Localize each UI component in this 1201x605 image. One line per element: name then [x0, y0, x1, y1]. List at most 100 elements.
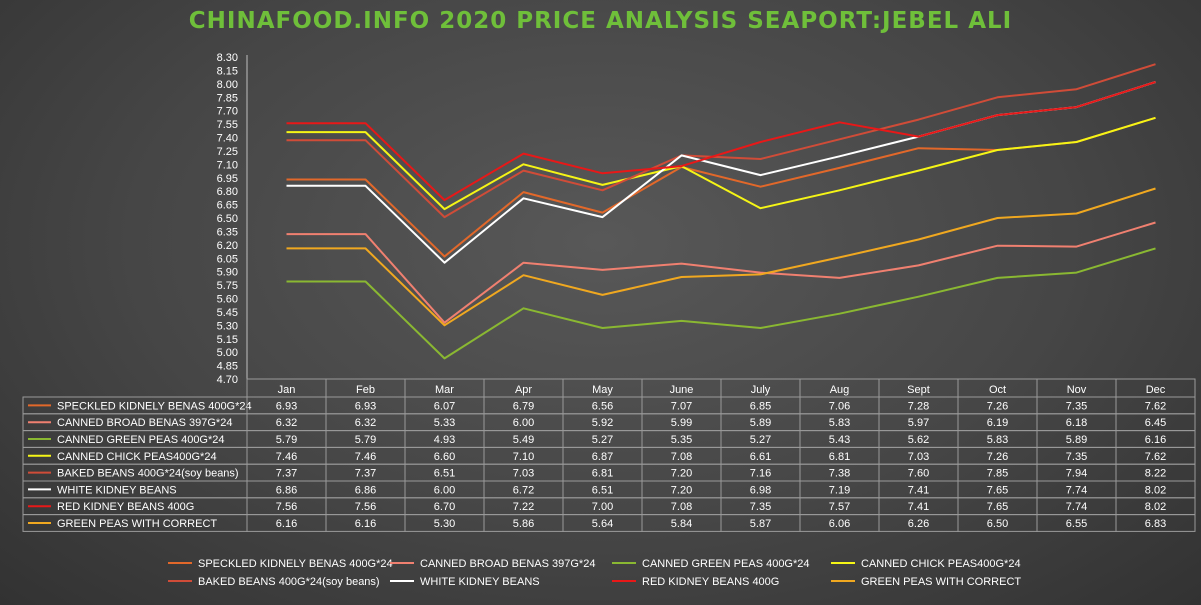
table-header-label: Feb [356, 384, 375, 396]
table-cell-value: 5.43 [829, 434, 850, 446]
table-cell-value: 6.32 [276, 417, 297, 429]
table-cell-value: 7.35 [1066, 451, 1087, 463]
table-cell-value: 4.93 [434, 434, 455, 446]
table-cell-value: 7.57 [829, 501, 850, 513]
data-table: Jan Feb Mar Apr May June July Aug Sept Oct Nov Dec S… [22, 378, 1196, 532]
table-cell-value: 6.56 [592, 400, 613, 412]
table-cell-value: 7.03 [513, 468, 534, 480]
table-cell-value: 6.16 [276, 518, 297, 530]
y-tick-label: 6.05 [217, 253, 238, 265]
table-cell-value: 7.56 [276, 501, 297, 513]
table-cell-value: 6.70 [434, 501, 455, 513]
table-cell-value: 7.19 [829, 484, 850, 496]
table-cell-value: 5.62 [908, 434, 929, 446]
table-cell-value: 5.79 [355, 434, 376, 446]
table-cell-value: 5.27 [750, 434, 771, 446]
table-cell-value: 6.79 [513, 400, 534, 412]
table-cell-value: 7.85 [987, 468, 1008, 480]
table-cell-value: 8.22 [1145, 468, 1166, 480]
table-cell-value: 8.02 [1145, 484, 1166, 496]
table-cell-value: 7.62 [1145, 451, 1166, 463]
table-cell-value: 6.60 [434, 451, 455, 463]
series-line [286, 81, 1156, 202]
table-cell-value: 7.28 [908, 400, 929, 412]
table-cell-value: 5.89 [1066, 434, 1087, 446]
table-cell-value: 7.22 [513, 501, 534, 513]
legend-label: WHITE KIDNEY BEANS [420, 576, 540, 588]
plot-area [286, 63, 1156, 360]
table-row-name: CANNED BROAD BENAS 397G*24 [57, 417, 232, 429]
table-cell-value: 7.60 [908, 468, 929, 480]
table-cell-value: 6.32 [355, 417, 376, 429]
table-cell-value: 6.16 [355, 518, 376, 530]
table-row-name: SPECKLED KIDNELY BENAS 400G*24 [57, 400, 252, 412]
table-cell-value: 6.93 [355, 400, 376, 412]
table-header-label: Dec [1146, 384, 1166, 396]
table-cell-value: 7.35 [750, 501, 771, 513]
legend-label: CANNED BROAD BENAS 397G*24 [420, 558, 595, 570]
y-tick-label: 6.35 [217, 226, 238, 238]
table-cell-value: 7.03 [908, 451, 929, 463]
y-tick-label: 6.50 [217, 213, 238, 225]
table-cell-value: 6.50 [987, 518, 1008, 530]
table-cell-value: 7.26 [987, 400, 1008, 412]
table-cell-value: 6.00 [434, 484, 455, 496]
series-line [286, 63, 1156, 219]
table-cell-value: 7.08 [671, 501, 692, 513]
table-cell-value: 6.19 [987, 417, 1008, 429]
series-line [286, 116, 1156, 211]
table-cell-value: 6.86 [276, 484, 297, 496]
y-tick-label: 8.30 [217, 52, 238, 64]
table-cell-value: 7.46 [276, 451, 297, 463]
table-cell-value: 6.06 [829, 518, 850, 530]
table-cell-value: 5.49 [513, 434, 534, 446]
y-axis: 8.308.15 8.007.85 7.707.55 7.407.257.10 6.95… [217, 52, 248, 386]
table-cell-value: 6.81 [829, 451, 850, 463]
table-header-label: Sept [907, 384, 930, 396]
table-cell-value: 5.27 [592, 434, 613, 446]
y-tick-label: 6.65 [217, 200, 238, 212]
table-cell-value: 6.98 [750, 484, 771, 496]
chart-title: CHINAFOOD.INFO 2020 PRICE ANALYSIS SEAPO… [188, 8, 1013, 34]
table-cell-value: 7.94 [1066, 468, 1087, 480]
table-cell-value: 6.72 [513, 484, 534, 496]
table-cell-value: 7.16 [750, 468, 771, 480]
legend-label: RED KIDNEY BEANS 400G [642, 576, 779, 588]
y-tick-label: 4.85 [217, 361, 238, 373]
table-cell-value: 5.84 [671, 518, 692, 530]
table-row-name: RED KIDNEY BEANS 400G [57, 501, 194, 513]
table-cell-value: 7.35 [1066, 400, 1087, 412]
table-cell-value: 7.20 [671, 484, 692, 496]
table-cell-value: 5.64 [592, 518, 613, 530]
y-tick-label: 5.90 [217, 267, 238, 279]
y-tick-label: 6.95 [217, 173, 238, 185]
table-header-label: Jan [278, 384, 296, 396]
table-cell-value: 6.07 [434, 400, 455, 412]
table-cell-value: 5.87 [750, 518, 771, 530]
table-header-label: June [670, 384, 694, 396]
table-cell-value: 5.97 [908, 417, 929, 429]
table-cell-value: 6.18 [1066, 417, 1087, 429]
table-header-label: Apr [515, 384, 532, 396]
table-cell-value: 8.02 [1145, 501, 1166, 513]
y-tick-label: 5.45 [217, 307, 238, 319]
y-tick-label: 8.00 [217, 79, 238, 91]
table-cell-value: 6.81 [592, 468, 613, 480]
table-header-label: Mar [435, 384, 454, 396]
y-tick-label: 5.00 [217, 347, 238, 359]
table-cell-value: 7.41 [908, 484, 929, 496]
table-header-label: May [592, 384, 613, 396]
table-cell-value: 6.83 [1145, 518, 1166, 530]
table-cell-value: 6.16 [1145, 434, 1166, 446]
y-tick-label: 7.25 [217, 146, 238, 158]
table-cell-value: 6.55 [1066, 518, 1087, 530]
table-cell-value: 7.07 [671, 400, 692, 412]
table-cell-value: 7.74 [1066, 501, 1087, 513]
table-row-name: BAKED BEANS 400G*24(soy beans) [57, 468, 239, 480]
table-cell-value: 7.62 [1145, 400, 1166, 412]
table-cell-value: 7.41 [908, 501, 929, 513]
legend-label: SPECKLED KIDNELY BENAS 400G*24 [198, 558, 393, 570]
table-cell-value: 6.51 [434, 468, 455, 480]
table-cell-value: 5.89 [750, 417, 771, 429]
